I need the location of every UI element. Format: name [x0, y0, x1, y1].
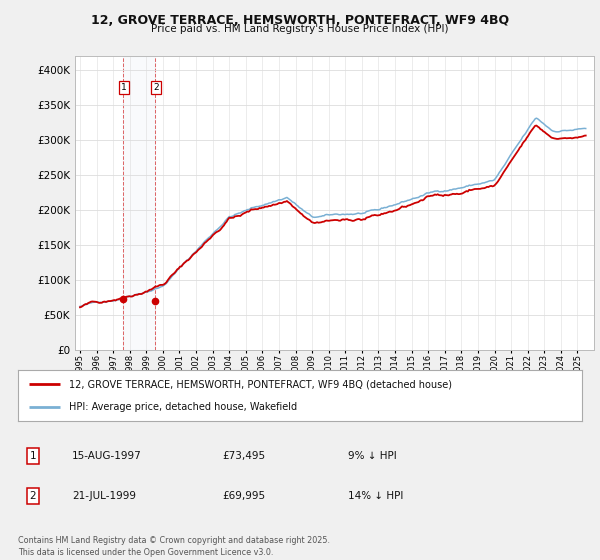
Text: 1: 1: [121, 83, 127, 92]
Text: Contains HM Land Registry data © Crown copyright and database right 2025.
This d: Contains HM Land Registry data © Crown c…: [18, 536, 330, 557]
Text: 12, GROVE TERRACE, HEMSWORTH, PONTEFRACT, WF9 4BQ: 12, GROVE TERRACE, HEMSWORTH, PONTEFRACT…: [91, 14, 509, 27]
Text: 21-JUL-1999: 21-JUL-1999: [72, 491, 136, 501]
Bar: [124, 56, 155, 350]
Text: 2: 2: [154, 83, 159, 92]
Text: 12, GROVE TERRACE, HEMSWORTH, PONTEFRACT, WF9 4BQ (detached house): 12, GROVE TERRACE, HEMSWORTH, PONTEFRACT…: [69, 379, 452, 389]
Text: 14% ↓ HPI: 14% ↓ HPI: [348, 491, 403, 501]
Text: 15-AUG-1997: 15-AUG-1997: [72, 451, 142, 461]
Text: 9% ↓ HPI: 9% ↓ HPI: [348, 451, 397, 461]
Text: HPI: Average price, detached house, Wakefield: HPI: Average price, detached house, Wake…: [69, 402, 297, 412]
Text: Price paid vs. HM Land Registry's House Price Index (HPI): Price paid vs. HM Land Registry's House …: [151, 24, 449, 34]
Text: £73,495: £73,495: [222, 451, 265, 461]
Text: 2: 2: [29, 491, 37, 501]
Text: 1: 1: [29, 451, 37, 461]
Text: £69,995: £69,995: [222, 491, 265, 501]
